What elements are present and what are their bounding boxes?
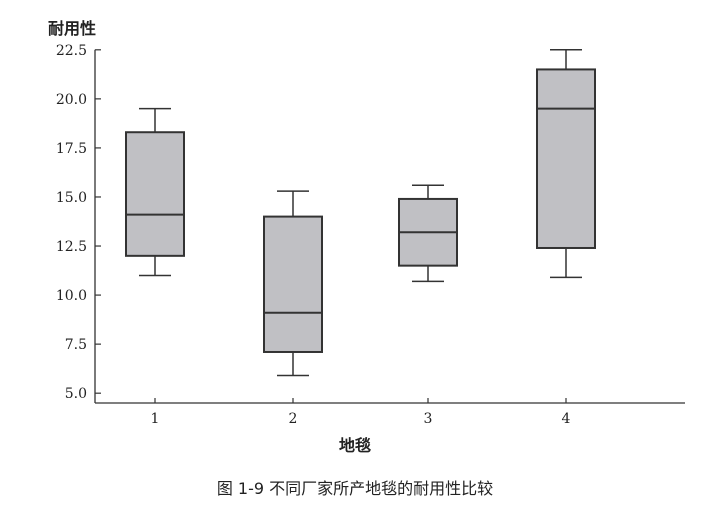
y-axis-title: 耐用性	[48, 19, 96, 38]
box-1	[125, 107, 185, 277]
y-tick-label-1: 7.5	[65, 337, 87, 353]
x-axis-title: 地毯	[339, 436, 371, 455]
x-tick-label-3: 4	[562, 411, 571, 427]
y-tick-label-3: 12.5	[56, 239, 87, 255]
x-tick-label-1: 2	[289, 411, 298, 427]
x-tick-label-2: 3	[424, 411, 433, 427]
y-tick-label-4: 15.0	[56, 190, 87, 206]
iqr-box-2	[263, 215, 323, 353]
y-tick-label-7: 22.5	[56, 43, 87, 59]
x-tick-label-0: 1	[151, 411, 160, 427]
iqr-box-1	[125, 131, 185, 257]
y-tick-label-0: 5.0	[65, 386, 87, 402]
y-tick-label-6: 20.0	[56, 92, 87, 108]
y-tick-label-2: 10.0	[56, 288, 87, 304]
x-axis: 1 2 3 4	[95, 398, 685, 427]
box-2	[263, 190, 323, 377]
y-tick-label-5: 17.5	[56, 141, 87, 157]
box-4	[536, 49, 596, 279]
figure-caption: 图 1-9 不同厂家所产地毯的耐用性比较	[217, 479, 493, 498]
iqr-box-4	[536, 68, 596, 249]
box-3	[398, 184, 458, 283]
y-axis: 5.0 7.5 10.0 12.5 15.0 17.5 20.0 22.5	[56, 43, 101, 403]
boxes	[125, 49, 596, 377]
